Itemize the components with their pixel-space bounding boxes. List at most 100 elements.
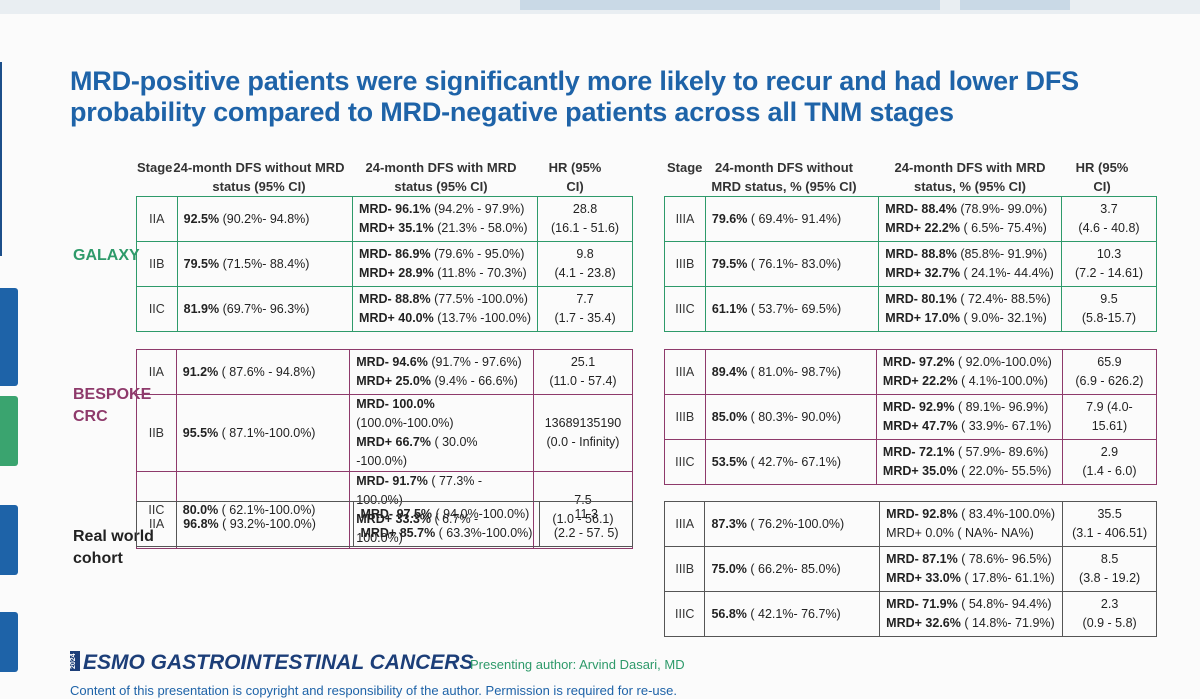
dfs-with-cell: MRD- 100.0% (100.0%-100.0%) MRD+ 66.7% ( … — [349, 394, 534, 472]
dfs-value: 75.0% — [711, 562, 747, 576]
group-label-bespoke: BESPOKE CRC — [73, 384, 151, 428]
hr-ci: (4.1 - 23.8) — [554, 266, 616, 280]
mrd-negative-line: MRD- 86.9% (79.6% - 95.0%) — [359, 245, 531, 264]
mrd-negative-line: MRD- 97.5% ( 94.0%-100.0%) — [360, 505, 533, 524]
hr-cell: 3.7 (4.6 - 40.8) — [1061, 196, 1157, 242]
mrd-positive-label: MRD+ — [885, 311, 922, 325]
mrd-negative-label: MRD- — [885, 292, 918, 306]
mrd-positive-label: MRD+ — [886, 616, 922, 630]
dfs-without-cell: 85.0% ( 80.3%- 90.0%) — [704, 394, 877, 440]
table-row: IIIA 79.6% ( 69.4%- 91.4%) MRD- 88.4% (78.… — [664, 196, 1157, 242]
hr-ci: (11.0 - 57.4) — [549, 374, 617, 388]
header-dfs-without: 24-month DFS without MRD status, % (95% … — [711, 160, 857, 194]
table-row: IIC 81.9% (69.7%- 96.3%) MRD- 88.8% (77.5%… — [136, 286, 633, 332]
hr-cell: 28.8 (16.1 - 51.6) — [537, 196, 633, 242]
dfs-ci: ( 53.7%- 69.5%) — [747, 302, 842, 316]
dfs-without-cell: 92.5% (90.2%- 94.8%) — [176, 196, 354, 242]
mrd-positive-ci: (21.3% - 58.0%) — [433, 221, 528, 235]
mrd-positive-label: MRD+ — [882, 374, 919, 388]
hr-value: 28.8 — [572, 202, 598, 216]
hr-value: 13689135190 — [544, 416, 622, 430]
mrd-negative-ci: ( 54.8%- 94.4%) — [957, 597, 1052, 611]
mrd-negative-label: MRD- — [356, 397, 389, 411]
dfs-with-cell: MRD- 71.9% ( 54.8%- 94.4%) MRD+ 32.6% ( 1… — [879, 591, 1064, 637]
real-world-right-table: IIIA 87.3% ( 76.2%-100.0%) MRD- 92.8% ( 83… — [663, 501, 1157, 637]
group-label-line: cohort — [73, 550, 123, 567]
dfs-ci: (90.2%- 94.8%) — [219, 212, 310, 226]
mrd-positive-ci: ( 33.9%- 67.1%) — [957, 419, 1052, 433]
hr-ci: (3.8 - 19.2) — [1079, 571, 1141, 585]
mrd-negative-value: 88.4% — [921, 202, 957, 216]
stage-cell: IIIC — [664, 439, 706, 485]
mrd-positive-line: MRD+ 32.7% ( 24.1%- 44.4%) — [885, 264, 1055, 283]
table-row: IIIC 53.5% ( 42.7%- 67.1%) MRD- 72.1% ( 57… — [664, 439, 1158, 485]
mrd-positive-line: MRD+ 40.0% (13.7% -100.0%) — [359, 309, 531, 328]
hr-cell: 10.3 (7.2 - 14.61) — [1061, 241, 1157, 287]
dfs-with-cell: MRD- 86.9% (79.6% - 95.0%) MRD+ 28.9% (11… — [352, 241, 539, 287]
dfs-ci: ( 93.2%-100.0%) — [218, 517, 316, 531]
mrd-negative-label: MRD- — [882, 445, 916, 459]
mrd-negative-value: 80.1% — [921, 292, 957, 306]
dfs-with-cell: MRD- 92.8% ( 83.4%-100.0%) MRD+ 0.0% ( NA… — [879, 501, 1064, 547]
mrd-negative-label: MRD- — [886, 597, 919, 611]
mrd-negative-ci: (78.9%- 99.0%) — [956, 202, 1048, 216]
slide-title: MRD-positive patients were significantly… — [70, 66, 1079, 127]
stage-cell: IIIC — [663, 591, 706, 637]
dfs-ci: ( 81.0%- 98.7%) — [747, 365, 841, 379]
dfs-value: 95.5% — [182, 426, 219, 440]
mrd-positive-label: MRD+ — [359, 311, 395, 325]
dfs-value: 79.5% — [183, 257, 220, 271]
mrd-positive-value: 35.1% — [398, 221, 434, 235]
mrd-positive-value: 33.0% — [925, 571, 961, 585]
dfs-ci: ( 80.3%- 90.0%) — [747, 410, 841, 424]
hr-cell: 2.3 (0.9 - 5.8) — [1062, 591, 1157, 637]
header-hr: HR (95% CI) — [548, 160, 602, 194]
esmo-logo: 2024 ESMO GASTROINTESTINAL CANCERS — [70, 651, 473, 675]
mrd-positive-label: MRD+ — [886, 526, 922, 540]
hr-cell: 9.8 (4.1 - 23.8) — [537, 241, 633, 287]
mrd-negative-line: MRD- 80.1% ( 72.4%- 88.5%) — [885, 290, 1055, 309]
top-bar-segment — [960, 0, 1070, 10]
hr-ci: (0.9 - 5.8) — [1082, 616, 1137, 630]
mrd-positive-ci: ( 63.3%-100.0%) — [435, 526, 533, 540]
dfs-ci: ( 76.1%- 83.0%) — [747, 257, 842, 271]
hr-cell: 13689135190 (0.0 - Infinity) — [532, 394, 634, 472]
mrd-negative-value: 71.9% — [922, 597, 958, 611]
real-world-left-table: IIA 96.8% ( 93.2%-100.0%) MRD- 97.5% ( 94.… — [135, 501, 633, 547]
dfs-without-cell: 89.4% ( 81.0%- 98.7%) — [704, 349, 877, 395]
logo-year: 2024 — [70, 651, 80, 671]
left-accent-bar — [0, 612, 18, 672]
table-row: IIIB 79.5% ( 76.1%- 83.0%) MRD- 88.8% (85.… — [664, 241, 1157, 287]
mrd-positive-ci: ( 14.8%- 71.9%) — [960, 616, 1055, 630]
mrd-positive-line: MRD+ 32.6% ( 14.8%- 71.9%) — [886, 614, 1056, 633]
stage-cell: IIIB — [663, 546, 706, 592]
table-row: IIIC 56.8% ( 42.1%- 76.7%) MRD- 71.9% ( 54… — [663, 591, 1157, 637]
header-stage: Stage — [137, 160, 173, 175]
mrd-negative-value: 97.5% — [396, 507, 433, 521]
hr-ci: (3.1 - 406.51) — [1072, 526, 1148, 540]
stage-cell: IIIA — [663, 501, 706, 547]
mrd-negative-label: MRD- — [885, 202, 918, 216]
mrd-positive-line: MRD+ 28.9% (11.8% - 70.3%) — [359, 264, 531, 283]
table-row: IIIA 87.3% ( 76.2%-100.0%) MRD- 92.8% ( 83… — [663, 501, 1157, 547]
mrd-positive-line: MRD+ 85.7% ( 63.3%-100.0%) — [360, 524, 533, 543]
stage-cell: IIIA — [664, 196, 706, 242]
mrd-negative-value: 97.2% — [919, 355, 955, 369]
dfs-ci: (69.7%- 96.3%) — [219, 302, 310, 316]
mrd-negative-label: MRD- — [360, 507, 394, 521]
dfs-without-cell: 75.0% ( 66.2%- 85.0%) — [704, 546, 881, 592]
dfs-value: 53.5% — [711, 455, 748, 469]
dfs-value: 92.5% — [183, 212, 220, 226]
galaxy-right-table: IIIA 79.6% ( 69.4%- 91.4%) MRD- 88.4% (78.… — [664, 196, 1157, 332]
mrd-positive-ci: ( 17.8%- 61.1%) — [960, 571, 1055, 585]
dfs-value: 61.1% — [711, 302, 748, 316]
group-label-line: BESPOKE — [73, 386, 152, 403]
group-label-line: CRC — [73, 408, 108, 425]
hr-cell: 7.7 (1.7 - 35.4) — [537, 286, 633, 332]
hr-cell: 65.9 (6.9 - 626.2) — [1061, 349, 1158, 395]
hr-ci: (5.8-15.7) — [1081, 311, 1137, 325]
mrd-positive-ci: (9.4% - 66.6%) — [430, 374, 518, 388]
dfs-ci: ( 42.1%- 76.7%) — [746, 607, 841, 621]
dfs-with-cell: MRD- 96.1% (94.2% - 97.9%) MRD+ 35.1% (21… — [352, 196, 539, 242]
mrd-positive-line: MRD+ 25.0% (9.4% - 66.6%) — [356, 372, 527, 391]
